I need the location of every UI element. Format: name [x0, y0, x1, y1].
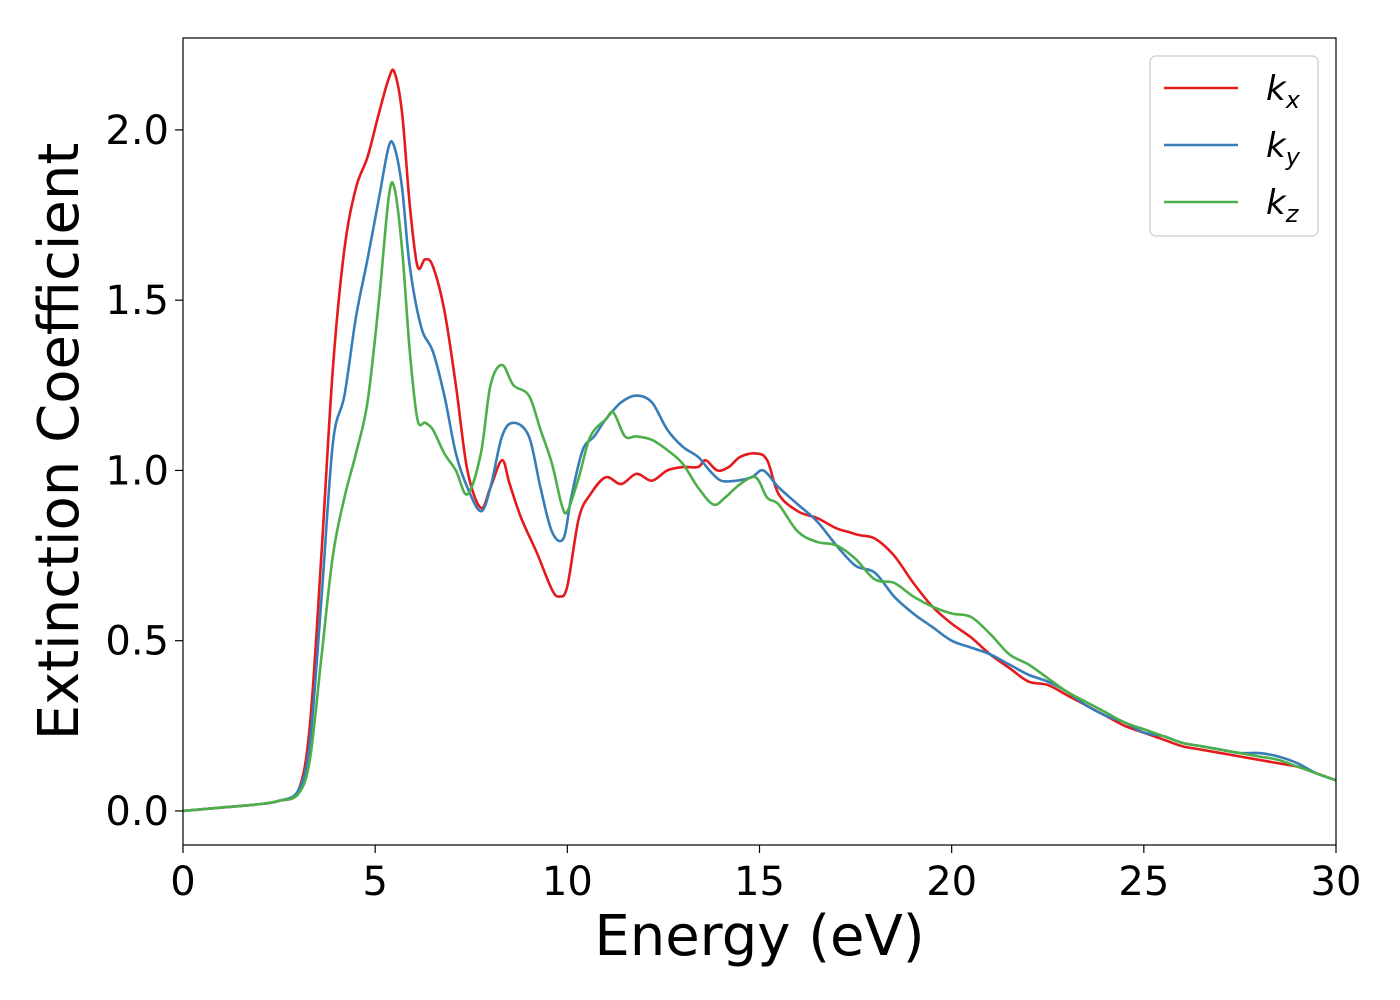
legend-label-subscript: y — [1285, 143, 1301, 171]
y-tick-label: 1.0 — [105, 448, 169, 494]
x-tick-label: 15 — [734, 859, 785, 905]
series-line-ky — [182, 139, 1337, 813]
legend-label-main: k — [1266, 126, 1287, 166]
x-tick-label: 5 — [362, 859, 387, 905]
legend-label-main: k — [1266, 183, 1287, 223]
legend-label-ky: ky — [1266, 126, 1301, 171]
x-tick-label: 0 — [170, 859, 195, 905]
series-layer — [182, 68, 1337, 813]
legend-label-kz: kz — [1266, 183, 1300, 228]
y-tick-label: 0.0 — [105, 789, 169, 835]
legend-label-subscript: z — [1285, 200, 1300, 228]
legend-label-subscript: x — [1285, 86, 1301, 114]
x-axis: 0 5 10 15 20 25 30 — [170, 845, 1361, 905]
y-axis: 0.0 0.5 1.0 1.5 2.0 — [105, 108, 183, 835]
series-line-kz — [182, 181, 1337, 813]
y-tick-label: 2.0 — [105, 108, 169, 154]
y-tick-label: 1.5 — [105, 278, 169, 324]
x-tick-label: 25 — [1118, 859, 1169, 905]
legend-label-main: k — [1266, 69, 1287, 109]
y-axis-label: Extinction Coefficient — [27, 143, 92, 741]
y-tick-label: 0.5 — [105, 619, 169, 665]
x-tick-label: 20 — [926, 859, 977, 905]
legend-label-kx: kx — [1266, 69, 1301, 114]
x-axis-label: Energy (eV) — [594, 904, 924, 969]
x-tick-label: 30 — [1311, 859, 1362, 905]
x-tick-label: 10 — [542, 859, 593, 905]
